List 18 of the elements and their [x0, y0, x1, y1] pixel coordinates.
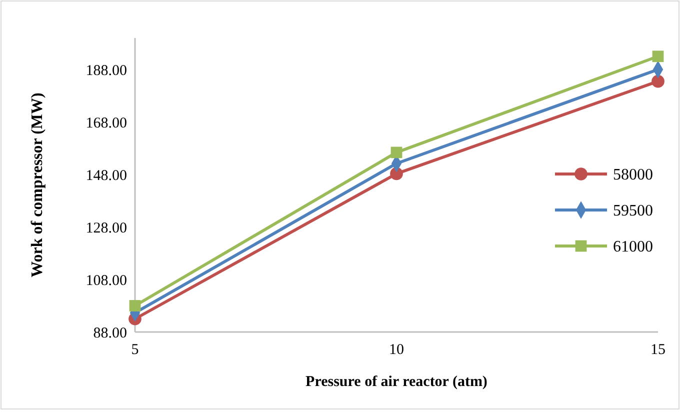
- y-tick-label: 128.00: [86, 220, 127, 236]
- y-axis-title: Work of compressor (MW): [29, 92, 46, 278]
- y-tick-label: 108.00: [86, 272, 127, 289]
- y-tick-label: 168.00: [86, 115, 127, 132]
- x-tick-label: 10: [389, 342, 404, 358]
- legend-label: 59500: [613, 202, 653, 220]
- legend-label: 61000: [613, 238, 653, 256]
- y-tick-label: 148.00: [86, 168, 127, 184]
- y-tick-label: 88.00: [93, 325, 127, 342]
- x-axis-title: Pressure of air reactor (atm): [306, 374, 488, 390]
- point: [129, 300, 141, 312]
- x-tick-label: 5: [131, 342, 139, 358]
- y-tick-label: 188.00: [86, 62, 127, 79]
- point: [652, 74, 664, 88]
- legend-label: 58000: [613, 166, 653, 184]
- x-tick-label: 15: [650, 342, 666, 358]
- point: [652, 50, 664, 62]
- point: [390, 146, 402, 158]
